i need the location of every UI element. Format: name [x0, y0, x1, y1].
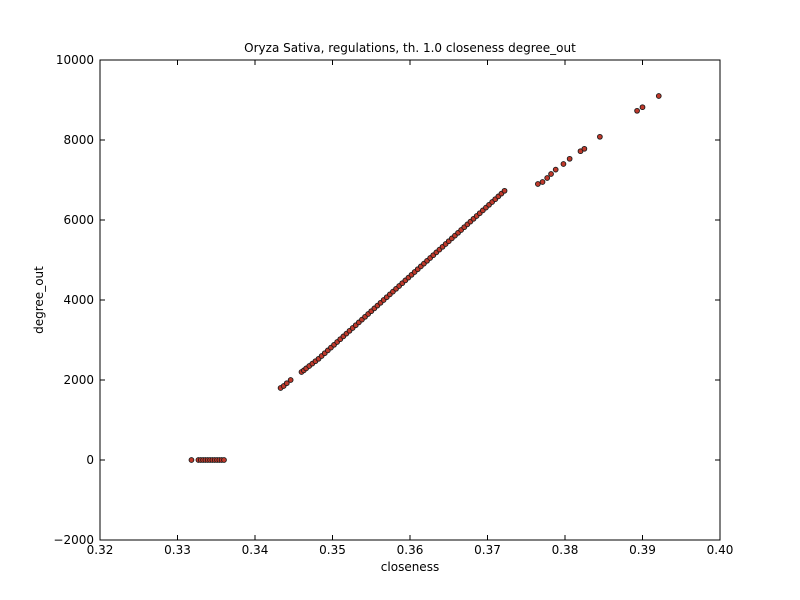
data-point [501, 187, 508, 194]
y-tick-label: 0 [86, 453, 94, 467]
data-point [655, 93, 662, 99]
data-point [188, 457, 195, 463]
y-tick-label: 4000 [63, 293, 94, 307]
x-tick-label: 0.35 [319, 543, 346, 557]
data-point [581, 145, 588, 152]
x-axis-label: closeness [381, 560, 439, 574]
x-tick-label: 0.36 [397, 543, 424, 557]
x-tick-label: 0.40 [707, 543, 734, 557]
y-axis-label: degree_out [32, 266, 46, 334]
data-point [539, 179, 546, 185]
x-tick-label: 0.38 [552, 543, 579, 557]
y-tick-label: 2000 [63, 373, 94, 387]
data-point [221, 457, 227, 463]
data-point [283, 380, 290, 387]
x-tick-label: 0.34 [242, 543, 269, 557]
data-point [560, 161, 567, 167]
y-tick-label: 10000 [56, 53, 94, 67]
data-point [552, 166, 559, 173]
x-tick-label: 0.32 [87, 543, 114, 557]
chart-title: Oryza Sativa, regulations, th. 1.0 close… [244, 41, 576, 55]
x-tick-label: 0.39 [629, 543, 656, 557]
x-tick-label: 0.37 [474, 543, 501, 557]
x-tick-label: 0.33 [164, 543, 191, 557]
data-point [548, 171, 554, 177]
data-point [566, 155, 573, 162]
points-layer [188, 93, 662, 463]
data-point [544, 175, 551, 181]
x-axis-ticks: 0.32 0.33 0.34 0.35 0.36 0.37 0.38 0.39 0.40 [87, 60, 734, 557]
y-axis-ticks: −2000 0 2000 4000 6000 8000 10000 [53, 53, 720, 547]
data-point [639, 104, 646, 111]
y-tick-label: −2000 [53, 533, 94, 547]
data-point [287, 377, 294, 383]
data-point [535, 181, 541, 187]
data-point [597, 133, 603, 140]
y-tick-label: 8000 [63, 133, 94, 147]
y-tick-label: 6000 [63, 213, 94, 227]
data-point [634, 107, 640, 114]
